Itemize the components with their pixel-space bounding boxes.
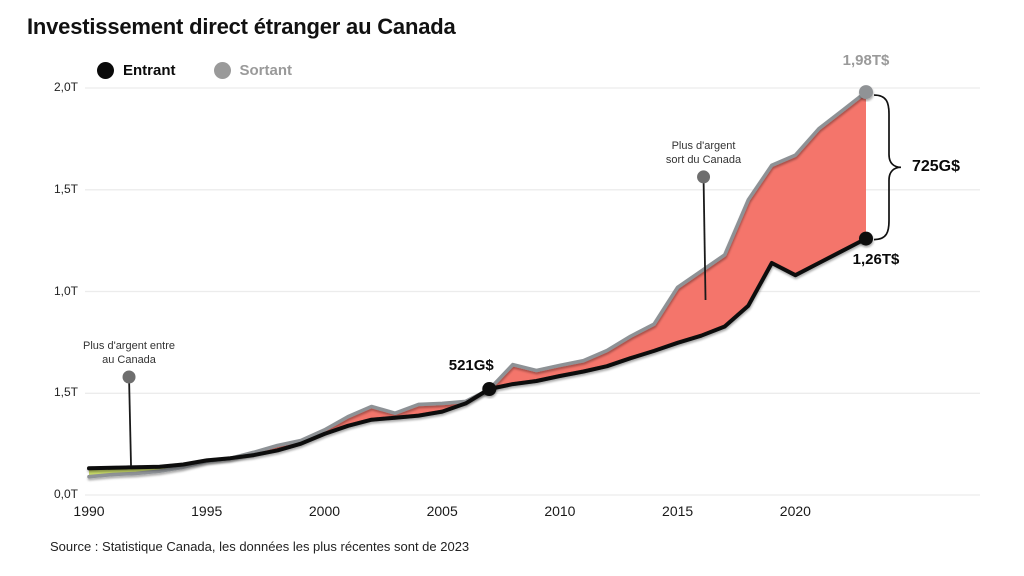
- y-axis-tick-label: 1,5T: [53, 181, 78, 196]
- x-axis-tick-label: 2020: [779, 503, 811, 519]
- marker-value-label: 521G$: [448, 356, 494, 374]
- x-axis-tick-label: 1995: [191, 503, 223, 519]
- annotation-text: Plus d'argent sort du Canada: [665, 139, 742, 166]
- annotation-stem: [128, 376, 132, 466]
- x-axis-tick-label: 2000: [308, 503, 341, 519]
- legend-entrant-dot: [97, 62, 114, 79]
- x-axis-tick-label: 1990: [73, 503, 105, 519]
- legend: Entrant Sortant: [97, 62, 292, 79]
- gap-value-label: 725G$: [911, 158, 961, 176]
- y-axis-tick-label: 0,0T: [53, 487, 78, 501]
- annotation-stem: [702, 176, 707, 301]
- y-axis-tick-label: 1,0T: [53, 283, 78, 298]
- legend-sortant-dot: [213, 62, 231, 79]
- marker-dot-521: [482, 382, 497, 396]
- marker-dot-198: [859, 85, 873, 100]
- entrant-line: [87, 236, 868, 471]
- x-axis-tick-label: 2010: [544, 503, 576, 519]
- source-note: Source : Statistique Canada, les données…: [50, 539, 470, 554]
- annotation-dot: [697, 170, 711, 184]
- y-axis-tick-label: 2,0T: [53, 80, 78, 94]
- annotation-dot: [122, 370, 136, 384]
- marker-value-label: 1,26T$: [852, 250, 900, 268]
- area-sortant-surplus: [230, 92, 867, 459]
- legend-entrant-label: Entrant: [123, 62, 176, 79]
- y-axis-tick-label: 1,5T: [53, 385, 78, 400]
- chart-title: Investissement direct étranger au Canada: [27, 14, 456, 39]
- gap-brace: [873, 94, 902, 241]
- legend-sortant-label: Sortant: [239, 62, 293, 79]
- x-axis-tick-label: 2015: [662, 503, 694, 519]
- marker-value-label: 1,98T$: [842, 52, 890, 70]
- x-axis-tick-label: 2005: [426, 503, 458, 519]
- marker-dot-126: [859, 231, 873, 246]
- annotation-text: Plus d'argent entre au Canada: [83, 339, 176, 366]
